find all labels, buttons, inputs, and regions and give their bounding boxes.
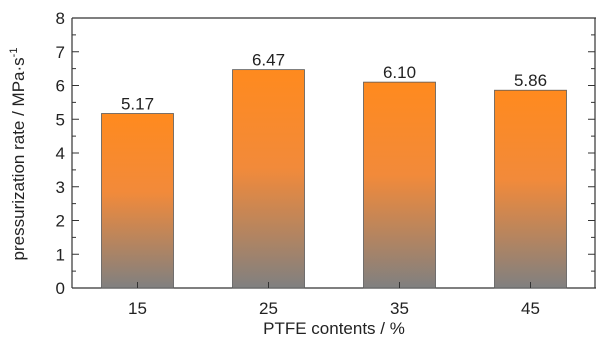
- y-tick-label: 1: [56, 245, 65, 264]
- y-tick-label: 7: [56, 43, 65, 62]
- data-label-35: 6.10: [383, 63, 416, 82]
- bar-35: [363, 81, 436, 289]
- x-tick-label-25: 25: [259, 299, 278, 318]
- x-tick-label-35: 35: [390, 299, 409, 318]
- y-axis-title-main: pressurization rate / MPa·s: [9, 57, 28, 260]
- data-label-45: 5.86: [514, 71, 547, 90]
- y-tick-label: 0: [56, 279, 65, 298]
- x-tick-label-45: 45: [521, 299, 540, 318]
- y-tick-label: 3: [56, 178, 65, 197]
- y-tick-label: 2: [56, 212, 65, 231]
- data-label-15: 5.17: [121, 95, 154, 114]
- bars: [101, 69, 567, 289]
- y-tick-label: 5: [56, 110, 65, 129]
- x-axis-title: PTFE contents / %: [263, 319, 405, 338]
- x-tick-label-15: 15: [128, 299, 147, 318]
- y-tick-label: 8: [56, 9, 65, 28]
- bar-25: [232, 69, 305, 289]
- y-tick-label: 4: [56, 144, 65, 163]
- data-label-25: 6.47: [252, 51, 285, 70]
- y-axis-title: pressurization rate / MPa·s-1: [8, 48, 28, 261]
- y-axis-title-sup: -1: [8, 48, 20, 58]
- y-tick-label: 6: [56, 77, 65, 96]
- bar-15: [101, 113, 174, 289]
- axis-ticks: [72, 17, 595, 289]
- bar-45: [494, 89, 567, 289]
